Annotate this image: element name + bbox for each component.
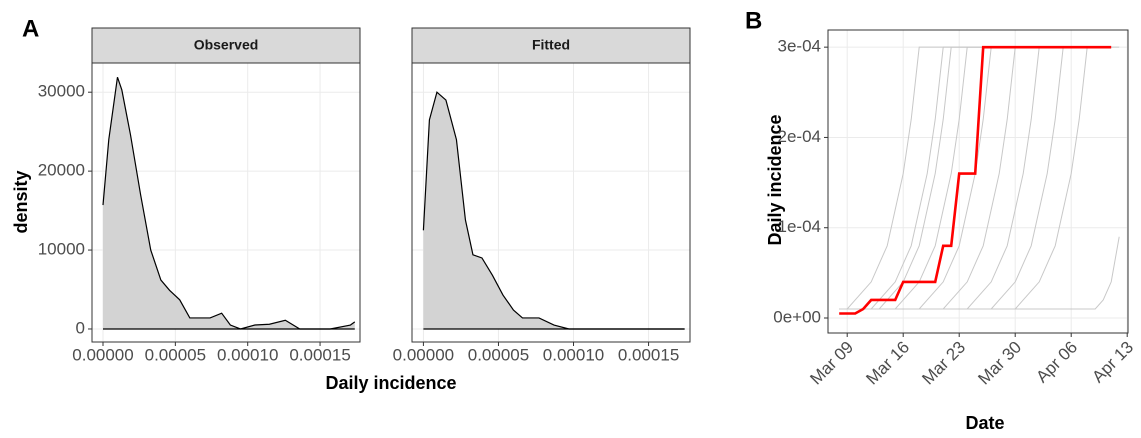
- y-tick-label: 2e-04: [778, 127, 821, 146]
- y-axis-title: Daily incidence: [765, 114, 785, 245]
- density-line: [102, 77, 356, 330]
- density-area: [102, 77, 355, 329]
- panel: [828, 30, 1128, 333]
- y-tick-label: 0: [76, 318, 85, 337]
- panel-label: A: [22, 15, 39, 42]
- series-line: [839, 236, 1120, 310]
- x-tick-label: 0.00015: [618, 345, 679, 364]
- strip-label: Observed: [194, 37, 259, 53]
- x-tick-label: 0.00010: [543, 345, 604, 364]
- x-tick-label: 0.00005: [145, 345, 206, 364]
- y-tick-label: 0e+00: [773, 307, 821, 326]
- strip: [91, 27, 361, 64]
- y-tick-label: 1e-04: [778, 217, 821, 236]
- x-tick-label: Apr 06: [1032, 338, 1081, 387]
- x-tick-label: Apr 13: [1088, 338, 1137, 387]
- panel-border: [827, 29, 1129, 334]
- strip: [411, 27, 691, 64]
- y-tick-label: 20000: [38, 161, 85, 180]
- x-tick-label: Mar 30: [974, 338, 1025, 389]
- x-axis-title: Daily incidence: [325, 373, 456, 393]
- x-tick-label: 0.00005: [468, 345, 529, 364]
- panel-border: [411, 62, 691, 343]
- x-tick-label: 0.00000: [72, 345, 133, 364]
- x-tick-label: Mar 09: [806, 338, 857, 389]
- y-tick-label: 10000: [38, 240, 85, 259]
- x-axis-title: Date: [965, 413, 1004, 433]
- y-axis-title: density: [11, 170, 31, 233]
- panel-border: [91, 62, 361, 343]
- y-tick-label: 3e-04: [778, 37, 821, 56]
- x-tick-label: 0.00000: [393, 345, 454, 364]
- x-tick-label: 0.00015: [289, 345, 350, 364]
- strip-label: Fitted: [532, 37, 570, 53]
- x-tick-label: Mar 16: [862, 338, 913, 389]
- series-line: [839, 45, 1112, 315]
- x-tick-label: 0.00010: [217, 345, 278, 364]
- density-line: [422, 91, 685, 330]
- panel-label: B: [745, 7, 762, 34]
- x-tick-label: Mar 23: [918, 338, 969, 389]
- y-tick-label: 30000: [38, 82, 85, 101]
